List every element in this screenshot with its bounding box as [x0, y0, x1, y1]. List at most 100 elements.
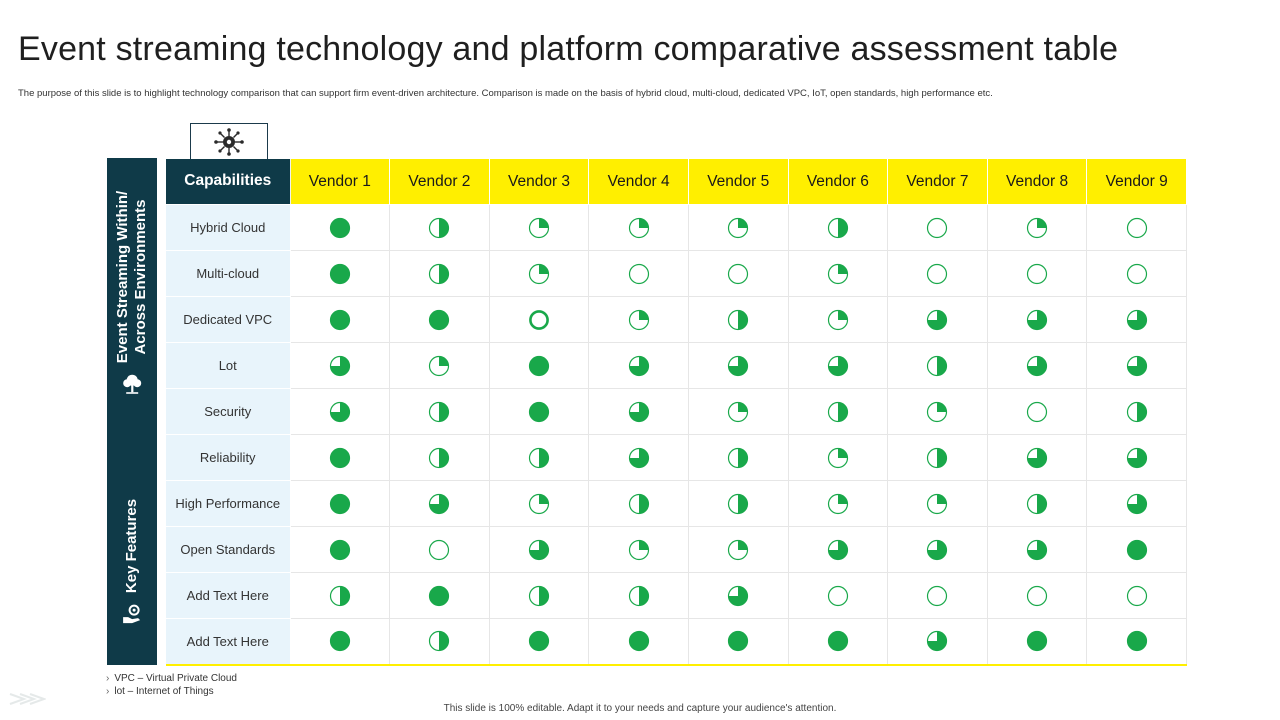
rating-cell: [687, 480, 789, 527]
harvey-ball-icon: [329, 585, 350, 606]
capability-label: Multi-cloud: [166, 250, 291, 297]
rating-cell: [488, 618, 590, 666]
rating-cell: [1086, 480, 1187, 527]
harvey-ball-icon: [927, 401, 948, 422]
harvey-ball-icon: [728, 309, 749, 330]
harvey-ball-icon: [1126, 585, 1147, 606]
footnotes: VPC – Virtual Private Cloud lot – Intern…: [106, 672, 237, 698]
rating-cell: [488, 434, 590, 481]
rating-cell: [887, 250, 988, 297]
rating-cell: [887, 618, 988, 666]
footnote-iot: lot – Internet of Things: [106, 685, 237, 698]
harvey-ball-icon: [329, 539, 350, 560]
rating-cell: [289, 250, 391, 297]
header-icon-box: [190, 123, 268, 159]
rating-cell: [986, 572, 1088, 619]
rating-cell: [787, 618, 889, 666]
rating-cell: [389, 526, 490, 573]
harvey-ball-icon: [429, 631, 450, 652]
rating-cell: [588, 250, 689, 297]
rating-cell: [687, 250, 789, 297]
harvey-ball-icon: [329, 401, 350, 422]
assessment-table: Capabilities Vendor 1 Vendor 2 Vendor 3 Ven…: [166, 158, 1187, 666]
harvey-ball-icon: [1026, 585, 1048, 606]
rating-cell: [887, 204, 988, 251]
rating-cell: [1086, 388, 1187, 435]
table-row: Reliability: [166, 434, 1187, 481]
rating-cell: [588, 480, 689, 527]
harvey-ball-icon: [927, 585, 948, 606]
side-section-key-features: Key Features: [107, 458, 157, 665]
rating-cell: [1086, 526, 1187, 573]
rating-cell: [887, 480, 988, 527]
rating-cell: [787, 204, 889, 251]
harvey-ball-icon: [927, 447, 948, 468]
rating-cell: [1086, 296, 1187, 343]
side-section-label: Key Features: [123, 498, 140, 593]
harvey-ball-icon: [728, 355, 749, 376]
vendor-header: Vendor 3: [488, 158, 590, 205]
harvey-ball-icon: [927, 631, 948, 652]
rating-cell: [1086, 618, 1187, 666]
rating-cell: [588, 434, 689, 481]
rating-cell: [488, 480, 590, 527]
rating-cell: [887, 342, 988, 389]
table-row: Add Text Here: [166, 618, 1187, 666]
rating-cell: [389, 250, 490, 297]
rating-cell: [787, 388, 889, 435]
harvey-ball-icon: [1026, 539, 1048, 560]
harvey-ball-icon: [1126, 631, 1147, 652]
rating-cell: [289, 204, 391, 251]
harvey-ball-icon: [1026, 401, 1048, 422]
table-row: Add Text Here: [166, 572, 1187, 619]
rating-cell: [488, 572, 590, 619]
footer-note: This slide is 100% editable. Adapt it to…: [443, 703, 837, 714]
harvey-ball-icon: [927, 217, 948, 238]
harvey-ball-icon: [429, 447, 450, 468]
harvey-ball-icon: [927, 493, 948, 514]
rating-cell: [986, 342, 1088, 389]
rating-cell: [588, 296, 689, 343]
harvey-ball-icon: [528, 217, 550, 238]
rating-cell: [887, 434, 988, 481]
harvey-ball-icon: [628, 263, 649, 284]
side-section-line-2: Across Environments: [132, 199, 150, 355]
table-row: Security: [166, 388, 1187, 435]
rating-cell: [389, 296, 490, 343]
harvey-ball-icon: [329, 631, 350, 652]
harvey-ball-icon: [628, 539, 649, 560]
rating-cell: [289, 480, 391, 527]
side-section-environments: Event Streaming Within/ Across Environme…: [107, 158, 157, 428]
capability-label: Add Text Here: [166, 618, 291, 666]
rating-cell: [787, 250, 889, 297]
harvey-ball-icon: [1126, 309, 1147, 330]
rating-cell: [787, 434, 889, 481]
side-category-bar: Event Streaming Within/ Across Environme…: [107, 158, 157, 665]
capability-label: High Performance: [166, 480, 291, 527]
harvey-ball-icon: [628, 631, 649, 652]
harvey-ball-icon: [329, 447, 350, 468]
rating-cell: [588, 572, 689, 619]
harvey-ball-icon: [927, 539, 948, 560]
watermark-logo: [9, 693, 46, 705]
rating-cell: [289, 526, 391, 573]
harvey-ball-icon: [528, 263, 550, 284]
rating-cell: [887, 388, 988, 435]
harvey-ball-icon: [628, 447, 649, 468]
rating-cell: [588, 618, 689, 666]
rating-cell: [787, 342, 889, 389]
rating-cell: [787, 296, 889, 343]
harvey-ball-icon: [827, 631, 848, 652]
rating-cell: [986, 526, 1088, 573]
rating-cell: [1086, 204, 1187, 251]
harvey-ball-icon: [1026, 493, 1048, 514]
rating-cell: [488, 250, 590, 297]
rating-cell: [1086, 434, 1187, 481]
rating-cell: [389, 342, 490, 389]
vendor-header: Vendor 1: [289, 158, 391, 205]
harvey-ball-icon: [927, 355, 948, 376]
harvey-ball-icon: [528, 631, 550, 652]
vendor-header: Vendor 4: [588, 158, 689, 205]
rating-cell: [1086, 572, 1187, 619]
rating-cell: [986, 388, 1088, 435]
